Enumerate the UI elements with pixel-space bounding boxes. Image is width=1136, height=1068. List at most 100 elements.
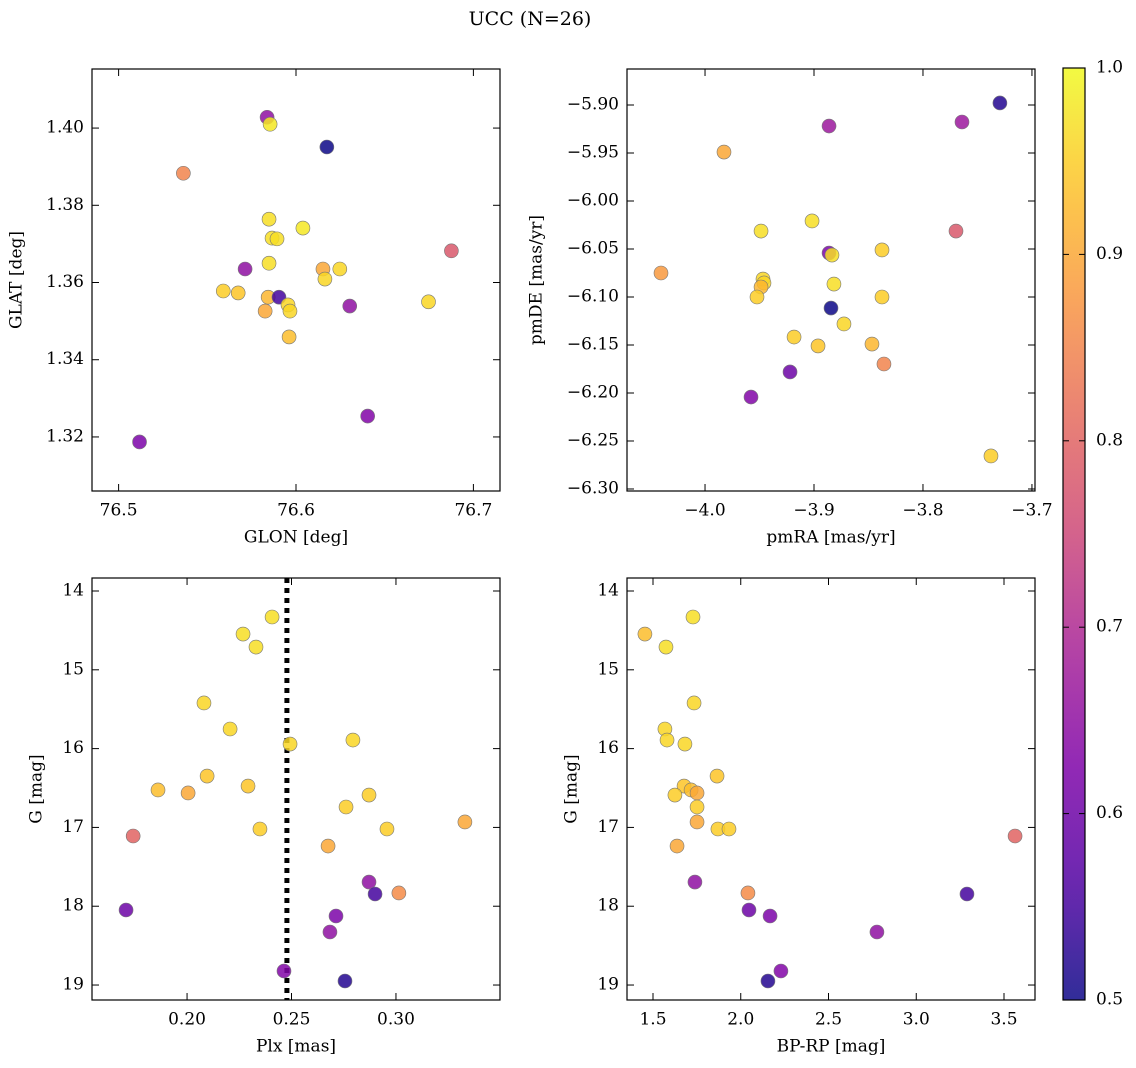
point xyxy=(786,329,802,345)
point xyxy=(685,609,701,625)
x-tick-label: 76.5 xyxy=(100,501,138,521)
y-tick-label: 18 xyxy=(597,896,619,916)
point xyxy=(317,271,333,287)
y-tick-label: 16 xyxy=(597,738,619,758)
colorbar-tick-label: 1.0 xyxy=(1096,58,1123,78)
point xyxy=(992,95,1008,111)
colorbar xyxy=(1063,68,1085,1000)
y-tick-label: 19 xyxy=(62,975,84,995)
point xyxy=(282,303,298,319)
point xyxy=(367,886,383,902)
point xyxy=(637,626,653,642)
colorbar-tick-label: 0.5 xyxy=(1096,990,1123,1010)
point xyxy=(762,908,778,924)
point xyxy=(457,814,473,830)
point xyxy=(215,283,231,299)
point xyxy=(689,814,705,830)
point xyxy=(322,924,338,940)
point xyxy=(874,242,890,258)
point xyxy=(125,828,141,844)
point xyxy=(716,144,732,160)
y-tick-label: 1.34 xyxy=(46,349,84,369)
x-tick-label: 3.0 xyxy=(903,1010,930,1030)
point xyxy=(773,963,789,979)
point xyxy=(261,255,277,271)
y-tick-label: 15 xyxy=(62,659,84,679)
y-tick-label: −6.10 xyxy=(567,286,619,306)
y-tick-label: 18 xyxy=(62,896,84,916)
point xyxy=(338,799,354,815)
point xyxy=(836,316,852,332)
x-tick-label: 76.6 xyxy=(277,501,315,521)
x-tick-label: −3.9 xyxy=(793,501,834,521)
point xyxy=(740,885,756,901)
x-tick-label: 0.20 xyxy=(168,1010,206,1030)
figure-title: UCC (N=26) xyxy=(469,8,592,30)
point xyxy=(709,768,725,784)
point xyxy=(869,924,885,940)
point xyxy=(360,408,375,424)
y-tick-label: −6.15 xyxy=(567,334,619,354)
x-axis-label: pmRA [mas/yr] xyxy=(766,528,895,548)
x-tick-label: −3.7 xyxy=(1011,501,1052,521)
point xyxy=(269,231,285,247)
point xyxy=(821,118,837,134)
y-tick-label: 1.40 xyxy=(46,118,84,138)
point xyxy=(823,300,839,316)
point xyxy=(361,874,377,890)
y-tick-label: 17 xyxy=(62,817,84,837)
colorbar-tick-label: 0.8 xyxy=(1096,430,1123,450)
colorbar-tick-label: 0.9 xyxy=(1096,244,1123,264)
x-tick-label: −3.8 xyxy=(902,501,943,521)
point xyxy=(264,609,280,625)
x-tick-label: 0.30 xyxy=(377,1010,415,1030)
point xyxy=(262,116,278,132)
x-tick-label: 2.5 xyxy=(815,1010,842,1030)
y-tick-label: 1.32 xyxy=(46,426,84,446)
y-axis-label: G [mag] xyxy=(562,754,582,823)
x-tick-label: 2.0 xyxy=(727,1010,754,1030)
point xyxy=(824,247,840,263)
y-axis-label: GLAT [deg] xyxy=(7,231,27,329)
point xyxy=(959,886,975,902)
point xyxy=(248,639,264,655)
y-tick-label: 14 xyxy=(597,581,619,601)
point xyxy=(379,821,395,837)
point xyxy=(176,165,191,181)
y-tick-label: −6.20 xyxy=(567,382,619,402)
point xyxy=(196,695,212,711)
y-tick-label: −6.00 xyxy=(567,190,619,210)
x-axis-label: Plx [mas] xyxy=(256,1037,336,1057)
point xyxy=(826,276,842,292)
point xyxy=(689,799,705,815)
point xyxy=(180,785,196,801)
point xyxy=(199,768,215,784)
point xyxy=(328,908,344,924)
point xyxy=(804,213,820,229)
point xyxy=(749,289,765,305)
point xyxy=(1007,828,1023,844)
plot-frame xyxy=(626,68,1036,492)
point xyxy=(337,973,353,989)
point xyxy=(281,329,297,345)
point xyxy=(954,114,970,130)
x-tick-label: 76.7 xyxy=(454,501,492,521)
x-axis-label: GLON [deg] xyxy=(244,528,348,548)
x-tick-label: 3.5 xyxy=(990,1010,1017,1030)
point xyxy=(150,782,166,798)
point xyxy=(276,963,292,979)
point xyxy=(983,448,999,464)
point xyxy=(686,695,702,711)
point xyxy=(345,732,361,748)
x-axis-label: BP-RP [mag] xyxy=(777,1037,886,1057)
point xyxy=(342,298,358,314)
x-tick-label: 0.25 xyxy=(273,1010,311,1030)
point xyxy=(689,785,705,801)
point xyxy=(118,902,134,918)
point xyxy=(760,973,776,989)
y-axis-label: pmDE [mas/yr] xyxy=(527,215,547,345)
x-tick-label: 1.5 xyxy=(639,1010,666,1030)
y-tick-label: 14 xyxy=(62,581,84,601)
point xyxy=(240,778,256,794)
point xyxy=(810,338,826,354)
